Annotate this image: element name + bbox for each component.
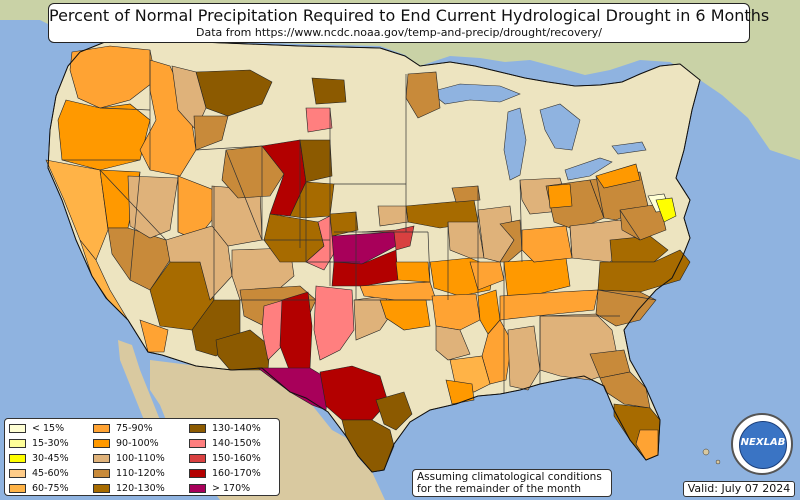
- legend-label: 150-160%: [212, 453, 261, 464]
- region-kansas-east: [395, 261, 431, 283]
- region-missouri-north: [447, 221, 485, 259]
- legend-swatch: [189, 439, 206, 448]
- region-wyoming-northeast: [299, 139, 333, 183]
- region-south-dakota-west: [305, 107, 333, 133]
- region-texas-panhandle: [313, 285, 355, 361]
- map-subtitle: Data from https://www.ncdc.noaa.gov/temp…: [196, 26, 602, 39]
- legend-item: < 15%: [9, 423, 64, 434]
- region-new-mexico-central: [261, 299, 285, 361]
- legend-swatch: [9, 439, 26, 448]
- legend-swatch: [93, 439, 110, 448]
- lake-huron: [539, 103, 581, 151]
- region-arkansas-north: [431, 293, 481, 331]
- us-coastline: [47, 39, 701, 473]
- legend-item: 90-100%: [93, 438, 159, 449]
- legend-item: 150-160%: [189, 453, 261, 464]
- valid-date: Valid: July 07 2024: [683, 481, 795, 497]
- legend-item: 30-45%: [9, 453, 69, 464]
- legend-label: > 170%: [212, 483, 251, 494]
- region-kansas-northwest: [329, 211, 359, 237]
- legend-item: > 170%: [189, 483, 250, 494]
- region-oregon: [57, 99, 151, 171]
- legend-label: 90-100%: [116, 438, 159, 449]
- region-great-basin: [127, 175, 179, 239]
- legend-label: 60-75%: [32, 483, 69, 494]
- legend-swatch: [93, 454, 110, 463]
- legend-label: 160-170%: [212, 468, 261, 479]
- region-kansas-central: [331, 231, 397, 265]
- region-tennessee: [499, 289, 599, 321]
- lake-ontario: [611, 141, 647, 155]
- logo-text: NEXLAB: [740, 437, 786, 448]
- legend-item: 140-150%: [189, 438, 261, 449]
- region-new-york-west: [595, 163, 641, 189]
- lake-superior: [429, 83, 521, 105]
- region-chesapeake: [655, 197, 677, 223]
- legend-item: 110-120%: [93, 468, 165, 479]
- state-borders: [62, 50, 657, 394]
- nexlab-logo: NEXLAB: [731, 413, 793, 475]
- legend-swatch: [93, 424, 110, 433]
- legend-label: 45-60%: [32, 468, 69, 479]
- region-washington: [69, 45, 157, 109]
- island: [715, 459, 721, 465]
- region-kentucky-north: [521, 225, 573, 263]
- legend-swatch: [9, 469, 26, 478]
- legend-label: 100-110%: [116, 453, 165, 464]
- legend-swatch: [189, 469, 206, 478]
- legend-item: 75-90%: [93, 423, 153, 434]
- legend-swatch: [93, 484, 110, 493]
- region-arkansas-south: [435, 325, 471, 361]
- logo-globe-icon: NEXLAB: [739, 421, 787, 469]
- legend-item: 160-170%: [189, 468, 261, 479]
- region-north-dakota-west: [311, 77, 347, 105]
- legend-item: 130-140%: [189, 423, 261, 434]
- legend-item: 100-110%: [93, 453, 165, 464]
- lake-michigan: [503, 107, 527, 181]
- island: [702, 448, 710, 456]
- region-arizona-north: [165, 225, 233, 301]
- title-box: Percent of Normal Precipitation Required…: [48, 3, 770, 43]
- region-alabama: [507, 325, 541, 391]
- legend-label: 15-30%: [32, 438, 69, 449]
- region-nebraska-east: [377, 205, 409, 227]
- legend-item: 120-130%: [93, 483, 165, 494]
- legend-label: 110-120%: [116, 468, 165, 479]
- region-louisiana-coast: [445, 379, 475, 405]
- legend-label: 140-150%: [212, 438, 261, 449]
- legend-item: 60-75%: [9, 483, 69, 494]
- legend-swatch: [189, 424, 206, 433]
- lake-erie: [564, 157, 613, 181]
- region-ohio-west: [547, 183, 573, 209]
- legend-swatch: [9, 424, 26, 433]
- legend-label: 120-130%: [116, 483, 165, 494]
- region-iowa-northeast: [451, 185, 481, 203]
- assumption-note: Assuming climatological conditions for t…: [412, 469, 612, 497]
- region-arizona-southwest: [139, 319, 169, 353]
- legend-swatch: [9, 484, 26, 493]
- legend-swatch: [93, 469, 110, 478]
- region-nebraska-west: [289, 181, 335, 219]
- legend-label: 130-140%: [212, 423, 261, 434]
- legend: < 15% 15-30% 30-45% 45-60% 60-75% 75-90% 90-10…: [4, 418, 280, 496]
- legend-label: 30-45%: [32, 453, 69, 464]
- legend-item: 15-30%: [9, 438, 69, 449]
- note-line-2: for the remainder of the month: [417, 483, 582, 495]
- legend-swatch: [189, 454, 206, 463]
- legend-swatch: [9, 454, 26, 463]
- region-montana-south: [193, 115, 229, 151]
- map-title: Percent of Normal Precipitation Required…: [49, 6, 770, 25]
- legend-label: < 15%: [32, 423, 65, 434]
- legend-label: 75-90%: [116, 423, 153, 434]
- region-texas-coast: [375, 391, 413, 431]
- legend-item: 45-60%: [9, 468, 69, 479]
- legend-swatch: [189, 484, 206, 493]
- note-line-1: Assuming climatological conditions: [417, 471, 602, 483]
